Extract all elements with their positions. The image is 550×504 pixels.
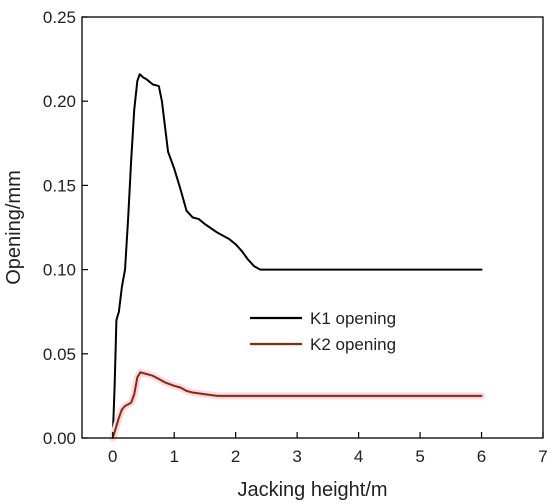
series-layer (109, 73, 486, 442)
x-tick-label: 2 (231, 447, 240, 466)
axis-ticks: 0 1 2 3 4 5 6 7 0.00 0.05 0.10 0.15 0.20 0.25 (43, 8, 548, 466)
x-tick-label: 1 (169, 447, 178, 466)
legend: K1 opening K2 opening (250, 309, 396, 354)
series-halo-k2 (109, 368, 486, 442)
y-tick-label: 0.10 (43, 261, 76, 280)
x-tick-label: 5 (415, 447, 424, 466)
legend-label-k1: K1 opening (310, 309, 396, 328)
series-line-k2 (111, 371, 483, 439)
y-axis-title: Opening/mm (3, 170, 25, 285)
y-tick-label: 0.00 (43, 429, 76, 448)
x-axis-title: Jacking height/m (237, 479, 387, 501)
x-tick-label: 3 (292, 447, 301, 466)
x-tick-label: 0 (108, 447, 117, 466)
x-tick-label: 6 (477, 447, 486, 466)
y-tick-label: 0.20 (43, 92, 76, 111)
y-tick-label: 0.25 (43, 8, 76, 27)
legend-label-k2: K2 opening (310, 335, 396, 354)
y-tick-label: 0.15 (43, 176, 76, 195)
y-tick-label: 0.05 (43, 345, 76, 364)
plot-area-frame (81, 16, 544, 439)
series-line-k1 (111, 73, 483, 439)
x-tick-label: 4 (354, 447, 363, 466)
x-tick-label: 7 (538, 447, 547, 466)
